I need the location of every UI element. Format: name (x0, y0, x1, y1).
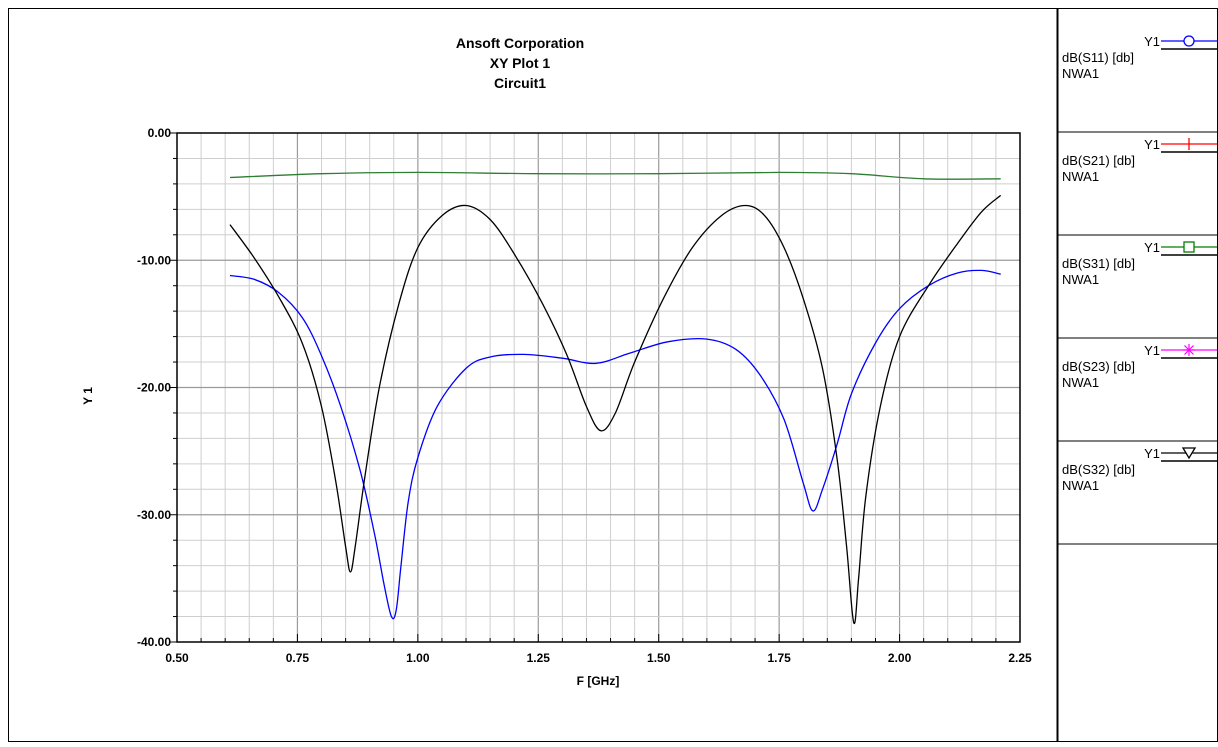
star-marker-icon (1183, 344, 1195, 356)
legend-series-name: dB(S11) [db] (1062, 50, 1134, 65)
series-line-1 (229, 269, 1001, 620)
square-marker-icon (1183, 241, 1195, 253)
plot-grid (177, 133, 1020, 642)
y-axis-label: Y 1 (81, 387, 95, 405)
legend-series-name: dB(S31) [db] (1062, 256, 1135, 271)
legend-source-name: NWA1 (1062, 66, 1099, 81)
triangle-marker-icon (1181, 447, 1197, 460)
chart-title-line-3: Circuit1 (494, 75, 546, 91)
x-tick-label: 2.00 (888, 651, 912, 665)
legend-axis-label: Y1 (1144, 343, 1160, 358)
series-line-3 (229, 194, 1002, 625)
legend-axis-label: Y1 (1144, 240, 1160, 255)
x-tick-label: 0.50 (165, 651, 189, 665)
x-tick-label: 1.50 (647, 651, 671, 665)
legend-entry: Y1 dB(S32) [db]NWA1 (1058, 446, 1218, 545)
window-border (8, 8, 1218, 742)
circle-marker-icon (1183, 35, 1195, 47)
legend-series-name: dB(S21) [db] (1062, 153, 1135, 168)
y-tick-label: -20.00 (137, 381, 171, 395)
legend-axis-label: Y1 (1144, 137, 1160, 152)
x-axis-tick-labels: 0.50 0.75 1.00 1.25 1.50 1.75 2.00 2.25 (165, 651, 1032, 665)
legend-axis-label: Y1 (1144, 446, 1160, 461)
legend-entry: Y1 dB(S21) [db]NWA1 (1058, 137, 1218, 236)
series-line-2 (229, 171, 1001, 180)
x-tick-label: 2.25 (1008, 651, 1032, 665)
legend-source-name: NWA1 (1062, 272, 1099, 287)
x-tick-label: 0.75 (286, 651, 310, 665)
legend-series-name: dB(S23) [db] (1062, 359, 1135, 374)
legend-source-name: NWA1 (1062, 169, 1099, 184)
series-lines (229, 171, 1002, 625)
x-tick-label: 1.75 (767, 651, 791, 665)
legend-entry: Y1 dB(S11) [db]NWA1 (1058, 34, 1218, 133)
x-tick-label: 1.25 (527, 651, 551, 665)
y-tick-label: -10.00 (137, 253, 171, 267)
legend-series-name: dB(S32) [db] (1062, 462, 1135, 477)
legend-source-name: NWA1 (1062, 478, 1099, 493)
legend-axis-label: Y1 (1144, 34, 1160, 49)
y-axis-tick-labels: 0.00 -10.00 -20.00 -30.00 -40.00 (137, 126, 171, 649)
x-tick-label: 1.00 (406, 651, 430, 665)
chart-title-line-2: XY Plot 1 (490, 55, 551, 71)
x-axis-label: F [GHz] (577, 674, 620, 688)
y-tick-label: 0.00 (148, 126, 172, 140)
chart-title-line-1: Ansoft Corporation (456, 35, 584, 51)
legend-entry: Y1 dB(S31) [db]NWA1 (1058, 240, 1218, 339)
y-tick-label: -30.00 (137, 508, 171, 522)
y-tick-label: -40.00 (137, 635, 171, 649)
axis-ticks (169, 132, 1021, 643)
legend-entry: Y1 dB(S23) [db]NWA1 (1058, 343, 1218, 442)
legend-source-name: NWA1 (1062, 375, 1099, 390)
